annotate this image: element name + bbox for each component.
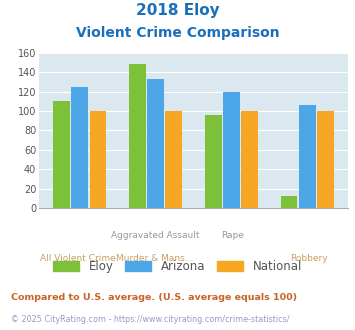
Bar — [299, 105, 316, 208]
Bar — [241, 111, 258, 208]
Bar — [147, 79, 164, 208]
Bar — [281, 196, 297, 208]
Text: © 2025 CityRating.com - https://www.cityrating.com/crime-statistics/: © 2025 CityRating.com - https://www.city… — [11, 315, 289, 324]
Text: Violent Crime Comparison: Violent Crime Comparison — [76, 26, 279, 40]
Bar — [53, 101, 70, 208]
Bar — [129, 64, 146, 208]
Bar — [223, 91, 240, 208]
Text: Robbery: Robbery — [290, 254, 328, 263]
Text: Murder & Mans...: Murder & Mans... — [116, 254, 193, 263]
Text: Aggravated Assault: Aggravated Assault — [111, 231, 199, 240]
Text: 2018 Eloy: 2018 Eloy — [136, 3, 219, 18]
Text: All Violent Crime: All Violent Crime — [40, 254, 115, 263]
Text: Rape: Rape — [221, 231, 244, 240]
Bar — [205, 115, 222, 208]
Bar — [317, 111, 334, 208]
Bar — [165, 111, 182, 208]
Legend: Eloy, Arizona, National: Eloy, Arizona, National — [49, 255, 306, 278]
Text: Compared to U.S. average. (U.S. average equals 100): Compared to U.S. average. (U.S. average … — [11, 293, 297, 302]
Bar — [71, 87, 88, 208]
Bar — [89, 111, 106, 208]
